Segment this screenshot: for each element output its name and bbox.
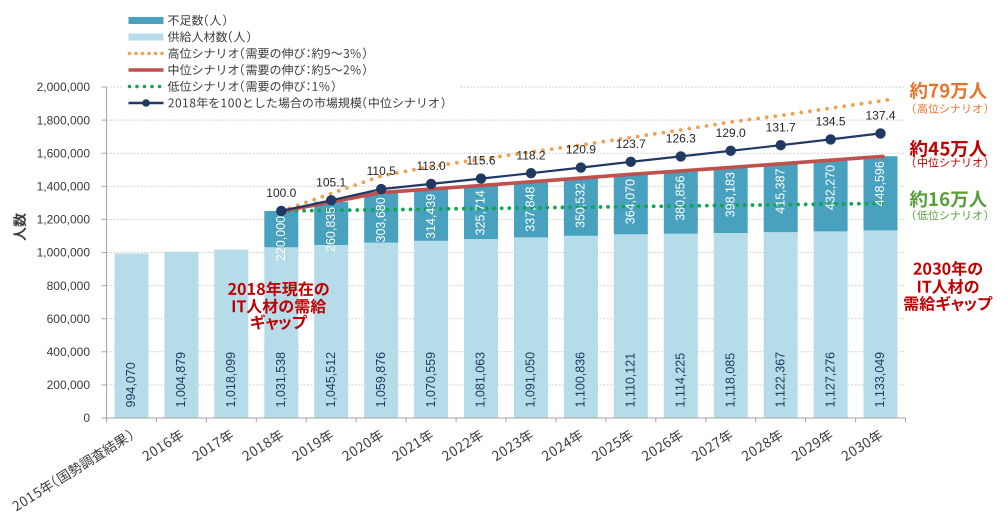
svg-text:415,387: 415,387 <box>773 168 787 213</box>
svg-text:1,004,879: 1,004,879 <box>174 352 188 408</box>
svg-text:1,122,367: 1,122,367 <box>773 352 787 408</box>
svg-text:1,045,512: 1,045,512 <box>324 352 338 408</box>
svg-text:1,000,000: 1,000,000 <box>37 246 91 260</box>
svg-text:115.6: 115.6 <box>466 154 495 168</box>
svg-text:1,100,836: 1,100,836 <box>574 352 588 408</box>
svg-text:1,018,099: 1,018,099 <box>224 352 238 408</box>
svg-text:314,439: 314,439 <box>424 194 438 239</box>
svg-text:1,031,538: 1,031,538 <box>274 352 288 408</box>
svg-text:432,270: 432,270 <box>823 165 837 210</box>
svg-text:1,070,559: 1,070,559 <box>424 352 438 408</box>
svg-text:325,714: 325,714 <box>474 190 488 235</box>
svg-text:129.0: 129.0 <box>716 126 746 140</box>
svg-text:113.0: 113.0 <box>417 159 446 173</box>
svg-text:1,600,000: 1,600,000 <box>37 146 91 160</box>
svg-text:1,059,876: 1,059,876 <box>374 352 388 408</box>
svg-text:134.5: 134.5 <box>816 115 846 129</box>
svg-text:1,091,050: 1,091,050 <box>524 352 538 408</box>
svg-text:200,000: 200,000 <box>47 378 91 392</box>
svg-text:137.4: 137.4 <box>865 109 895 123</box>
svg-text:1,081,063: 1,081,063 <box>474 352 488 408</box>
svg-text:110.5: 110.5 <box>367 164 396 178</box>
svg-text:260,835: 260,835 <box>324 207 338 252</box>
svg-text:126.3: 126.3 <box>666 132 696 146</box>
svg-text:220,000: 220,000 <box>274 216 288 261</box>
svg-text:364,070: 364,070 <box>624 179 638 224</box>
svg-text:1,200,000: 1,200,000 <box>37 213 91 227</box>
svg-text:1,127,276: 1,127,276 <box>823 352 837 408</box>
svg-text:337,848: 337,848 <box>524 186 538 231</box>
svg-text:1,800,000: 1,800,000 <box>37 113 91 127</box>
svg-text:380,856: 380,856 <box>674 176 688 221</box>
svg-text:118.2: 118.2 <box>516 148 545 162</box>
svg-text:994,070: 994,070 <box>124 362 138 407</box>
svg-text:1,400,000: 1,400,000 <box>37 180 91 194</box>
svg-text:400,000: 400,000 <box>47 345 91 359</box>
svg-text:105.1: 105.1 <box>316 175 346 189</box>
svg-text:123.7: 123.7 <box>616 137 646 151</box>
svg-text:131.7: 131.7 <box>766 120 796 134</box>
svg-text:1,118,085: 1,118,085 <box>723 353 737 408</box>
svg-text:448,596: 448,596 <box>873 161 887 206</box>
svg-text:2,000,000: 2,000,000 <box>37 80 91 94</box>
svg-text:100.0: 100.0 <box>266 186 296 200</box>
svg-text:1,110,121: 1,110,121 <box>624 353 638 408</box>
svg-text:600,000: 600,000 <box>47 312 91 326</box>
svg-text:120.9: 120.9 <box>566 143 596 157</box>
svg-text:0: 0 <box>83 411 90 425</box>
svg-text:800,000: 800,000 <box>47 279 91 293</box>
svg-text:1,133,049: 1,133,049 <box>873 352 887 408</box>
svg-text:398,183: 398,183 <box>723 172 737 217</box>
svg-text:350,532: 350,532 <box>574 183 588 228</box>
svg-text:1,114,225: 1,114,225 <box>674 353 688 408</box>
svg-text:303,680: 303,680 <box>374 197 388 242</box>
